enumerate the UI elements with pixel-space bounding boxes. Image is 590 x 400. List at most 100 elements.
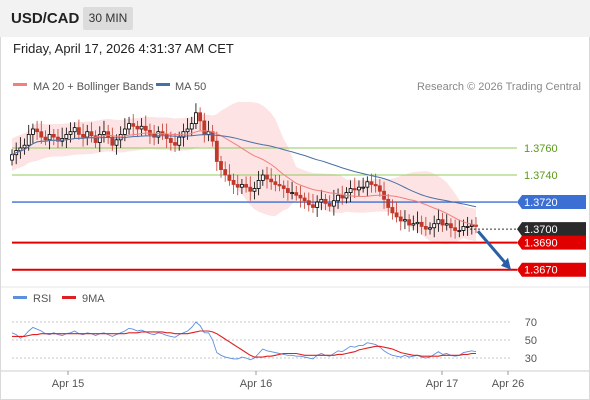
candle-body [173, 142, 177, 146]
candle-body [160, 131, 165, 135]
candle-body [428, 227, 432, 230]
candle-body [206, 131, 211, 135]
level-label-4: 1.3690 [524, 238, 558, 250]
candle-body [306, 200, 311, 206]
candle-body [461, 226, 466, 231]
candle-body [256, 180, 261, 189]
candle-body [223, 169, 228, 176]
candle-body [327, 203, 332, 207]
candle-body [294, 192, 299, 196]
candle-body [311, 204, 315, 208]
legend-rsi-swatch [13, 296, 27, 299]
timeframe-badge[interactable]: 30 MIN [83, 7, 133, 30]
candle-body [394, 212, 399, 218]
candle-body [273, 181, 278, 185]
level-label-2: 1.3720 [524, 197, 558, 209]
candle-body [348, 188, 353, 193]
candle-body [131, 123, 136, 127]
candle-body [177, 136, 182, 146]
candle-body [118, 134, 123, 141]
candle-body [340, 194, 345, 199]
candle-body [81, 134, 85, 138]
candle-body [219, 161, 223, 170]
candle-body [277, 184, 282, 187]
candle-body [22, 144, 27, 149]
legend-ma50-swatch [156, 83, 170, 86]
legend-rsi-label: RSI [33, 293, 51, 305]
candle-body [89, 131, 94, 137]
candle-body [352, 188, 357, 191]
datetime-stamp: Friday, April 17, 2026 4:31:37 AM CET [13, 41, 234, 56]
candle-body [336, 194, 340, 202]
candle-body [235, 184, 240, 188]
candle-body [323, 198, 328, 204]
x-tick-label-2: Apr 17 [426, 378, 458, 390]
level-tag-3 [517, 222, 586, 237]
legend-ma50-label: MA 50 [175, 81, 206, 93]
candle-body [194, 112, 198, 124]
candle-body [319, 198, 324, 203]
rsi-tick-30: 30 [525, 353, 537, 365]
candle-body [373, 184, 378, 187]
candle-body [415, 221, 420, 225]
candle-body [449, 223, 453, 229]
candle-body [51, 134, 56, 138]
x-tick-label-3: Apr 26 [492, 378, 524, 390]
candle-body [231, 180, 236, 185]
candle-body [35, 128, 39, 133]
candle-body [68, 131, 73, 135]
candle-body [423, 226, 428, 230]
candle-body [386, 198, 391, 208]
candle-body [143, 125, 148, 131]
candle-body [298, 194, 303, 199]
candle-body [122, 128, 127, 135]
candle-body [26, 134, 31, 146]
candle-body [168, 138, 173, 143]
candle-body [281, 185, 286, 189]
level-label-3: 1.3700 [524, 224, 558, 236]
legend-9ma-label: 9MA [82, 293, 105, 305]
candle-body [76, 127, 81, 135]
candle-body [407, 219, 412, 226]
candle-body [315, 201, 320, 208]
candle-body [403, 219, 407, 222]
legend-ma20-swatch [13, 83, 27, 86]
candle-body [432, 223, 437, 229]
rsi-tick-70: 70 [525, 317, 537, 329]
candle-body [31, 128, 35, 135]
candle-body [465, 226, 470, 228]
candle-body [185, 128, 190, 133]
level-tag-5 [517, 262, 586, 277]
chart-header: USD/CAD 30 MIN [0, 0, 590, 37]
candle-body [302, 197, 307, 202]
candle-body [43, 136, 48, 141]
copyright-text: Research © 2026 Trading Central [417, 81, 581, 93]
legend-9ma-swatch [62, 296, 76, 299]
candle-body [252, 188, 257, 192]
x-tick-label-1: Apr 16 [240, 378, 272, 390]
candle-body [97, 134, 102, 143]
candle-body [127, 123, 131, 130]
candle-body [56, 136, 60, 142]
candle-body [189, 123, 194, 130]
candle-body [474, 224, 478, 227]
candle-body [47, 134, 52, 141]
candle-body [377, 185, 382, 192]
candle-body [114, 139, 119, 146]
candle-body [444, 223, 449, 226]
candle-body [260, 174, 265, 181]
candle-body [164, 134, 169, 139]
candle-body [202, 120, 207, 135]
candle-body [227, 174, 232, 181]
candle-body [361, 186, 366, 189]
candle-body [139, 125, 144, 130]
level-label-5: 1.3670 [524, 265, 558, 277]
candle-body [10, 154, 14, 161]
legend-ma20-label: MA 20 + Bollinger Bands [33, 81, 154, 93]
level-label-0: 1.3760 [524, 143, 558, 155]
candle-body [269, 178, 274, 183]
candle-body [39, 131, 44, 138]
rsi-ma-line [12, 330, 476, 358]
x-tick-label-0: Apr 15 [52, 378, 84, 390]
